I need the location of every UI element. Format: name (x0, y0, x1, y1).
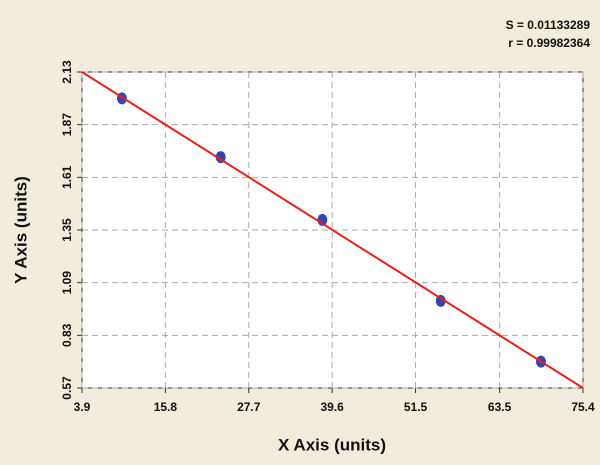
x-tick-label: 51.5 (404, 400, 428, 414)
y-tick-label: 1.61 (60, 165, 74, 189)
y-tick-label: 0.83 (60, 323, 74, 347)
x-axis-label: X Axis (units) (278, 435, 386, 454)
x-tick-label: 39.6 (320, 400, 344, 414)
fit-line (81, 71, 584, 389)
x-tick-label: 27.7 (237, 400, 261, 414)
x-tick-label: 63.5 (488, 400, 512, 414)
x-tick-label: 15.8 (154, 400, 178, 414)
y-tick-label: 1.35 (60, 218, 74, 242)
y-tick-label: 2.13 (60, 60, 74, 84)
x-tick-label: 3.9 (74, 400, 91, 414)
annotation: S = 0.01133289 (506, 18, 591, 32)
y-axis-label: Y Axis (units) (11, 176, 30, 284)
annotation: r = 0.99982364 (508, 36, 590, 50)
y-tick-label: 0.57 (60, 376, 74, 400)
y-tick-label: 1.87 (60, 113, 74, 137)
y-tick-label: 1.09 (60, 271, 74, 295)
x-tick-label: 75.4 (571, 400, 595, 414)
data-point (435, 294, 446, 307)
